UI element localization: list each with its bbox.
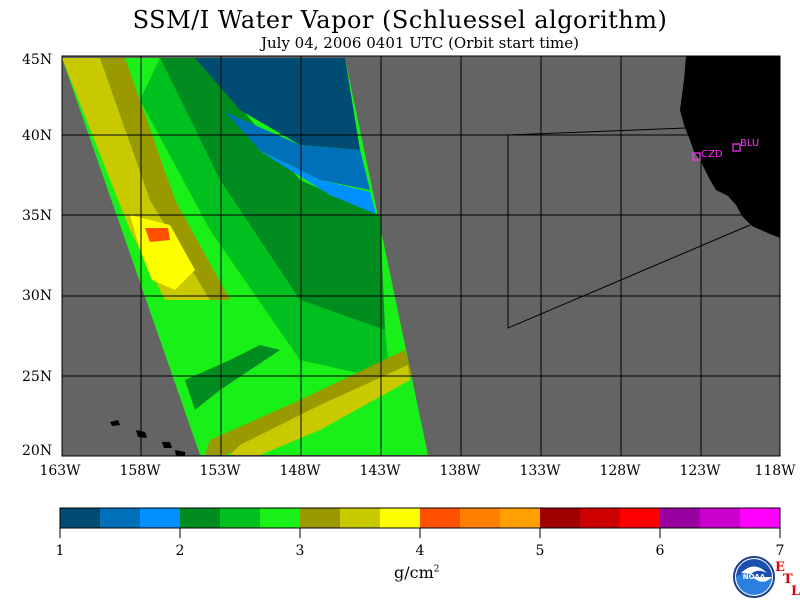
colorbar-swatch <box>140 508 181 528</box>
station-label-blu: BLU <box>740 138 759 149</box>
colorbar-tick-4: 4 <box>415 543 425 559</box>
colorbar-swatch <box>340 508 381 528</box>
hawaii-island-1 <box>110 420 120 426</box>
colorbar-tick-3: 3 <box>295 543 305 559</box>
swath-dark-green-band <box>160 58 385 330</box>
lat-label-20n: 20N <box>22 443 53 459</box>
swath-olive-band <box>100 58 230 300</box>
hawaii-island-3 <box>162 442 172 448</box>
lon-label-148w: 148W <box>279 463 321 479</box>
swath-orange-patch <box>145 228 170 242</box>
swath-yellow-patch <box>130 215 195 290</box>
flight-track <box>507 127 751 329</box>
colorbar-swatch <box>300 508 341 528</box>
california-coast <box>680 56 780 238</box>
swath-mid-green-band <box>140 58 390 380</box>
map-subtitle: July 04, 2006 0401 UTC (Orbit start time… <box>260 34 580 52</box>
station-marker-blu <box>732 143 741 152</box>
etl-letter-l: L <box>791 584 800 599</box>
colorbar-tick-7: 7 <box>775 543 785 559</box>
etl-letter-e: E <box>775 560 785 575</box>
lon-label-138w: 138W <box>439 463 481 479</box>
swath-south-yellow-band <box>230 365 410 455</box>
colorbar-swatch <box>620 508 661 528</box>
lat-label-25n: 25N <box>22 369 53 385</box>
lon-label-133w: 133W <box>519 463 561 479</box>
colorbar-swatch <box>500 508 541 528</box>
colorbar-tick-2: 2 <box>175 543 185 559</box>
lon-label-153w: 153W <box>199 463 241 479</box>
noaa-logo: NOAA <box>733 556 775 598</box>
etl-letter-t: T <box>783 572 793 587</box>
lon-label-128w: 128W <box>599 463 641 479</box>
swath-light-blue-band <box>255 148 376 214</box>
colorbar-swatch <box>220 508 261 528</box>
swath-blue-band <box>225 112 370 190</box>
station-marker-czd <box>692 152 701 161</box>
swath-dark-blue-band <box>195 58 360 150</box>
colorbar-swatch <box>460 508 501 528</box>
lat-label-30n: 30N <box>22 288 53 304</box>
colorbar-swatch <box>580 508 621 528</box>
lat-label-40n: 40N <box>22 128 53 144</box>
station-label-czd: CZD <box>701 149 723 160</box>
lon-label-158w: 158W <box>119 463 161 479</box>
colorbar-tick-1: 1 <box>55 543 65 559</box>
colorbar-swatch <box>540 508 581 528</box>
noaa-logo-text: NOAA <box>743 573 766 581</box>
swath-south-green-band <box>185 345 280 410</box>
stations-layer: CZD BLU <box>692 138 759 161</box>
map-frame <box>61 55 781 457</box>
colorbar-swatch <box>60 508 101 528</box>
lat-label-35n: 35N <box>22 208 53 224</box>
colorbar-swatch <box>100 508 141 528</box>
lat-label-45n: 45N <box>22 52 53 68</box>
colorbar-tick-6: 6 <box>655 543 665 559</box>
colorbar-swatch <box>260 508 301 528</box>
colorbar-swatch <box>420 508 461 528</box>
colorbar-swatch <box>660 508 701 528</box>
colorbar-units: g/cm2 <box>394 563 440 582</box>
lon-label-163w: 163W <box>39 463 81 479</box>
swath-layer <box>62 58 428 455</box>
colorbar-swatch <box>380 508 421 528</box>
hawaii-island-4 <box>175 450 185 456</box>
colorbar <box>59 507 781 538</box>
colorbar-swatch <box>180 508 221 528</box>
lon-label-118w: 118W <box>754 463 796 479</box>
lon-label-143w: 143W <box>359 463 401 479</box>
track-line <box>507 135 751 329</box>
colorbar-swatch <box>700 508 741 528</box>
track-line-north <box>507 127 687 136</box>
map-title: SSM/I Water Vapor (Schluessel algorithm) <box>132 6 668 34</box>
colorbar-tick-5: 5 <box>535 543 545 559</box>
lon-label-123w: 123W <box>679 463 721 479</box>
colorbar-swatch <box>740 508 781 528</box>
